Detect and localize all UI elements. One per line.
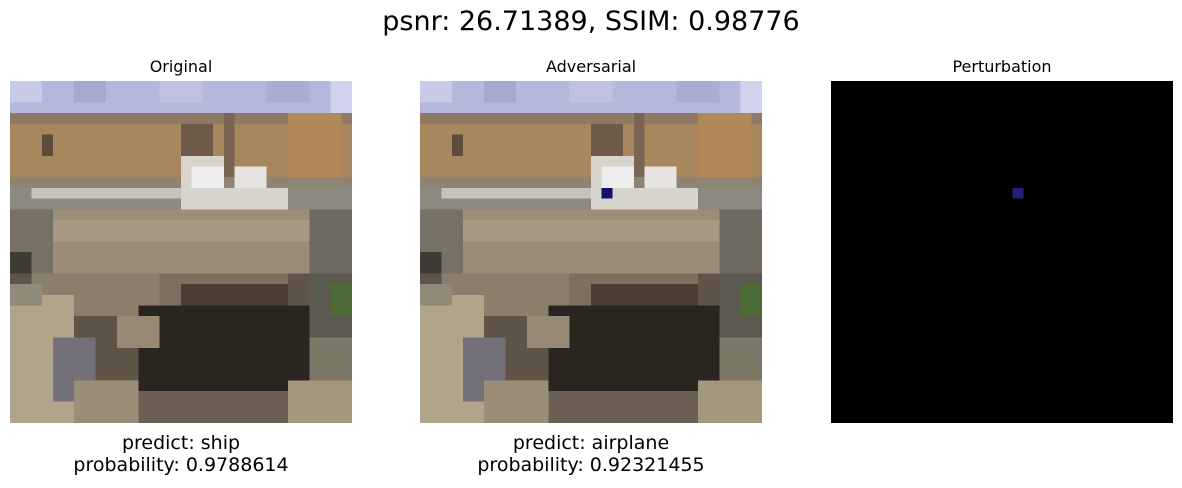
perturbed-pixel: [601, 187, 613, 199]
image-region: [591, 284, 698, 306]
adversarial-image: [420, 81, 762, 423]
image-region: [644, 166, 677, 188]
image-region: [441, 187, 591, 199]
original-prediction: predict: ship: [121, 432, 241, 454]
original-probability: probability: 0.9788614: [73, 454, 289, 476]
panel-title-perturbation: Perturbation: [952, 57, 1052, 76]
image-region: [309, 209, 352, 285]
image-region: [330, 81, 352, 114]
image-region: [484, 81, 517, 103]
image-region: [420, 252, 442, 274]
image-region: [633, 113, 645, 178]
image-region: [740, 81, 762, 114]
original-image: [10, 81, 352, 423]
image-region: [10, 284, 43, 306]
perturbation-image: [831, 81, 1173, 423]
image-region: [548, 390, 720, 423]
image-region: [234, 166, 267, 188]
image-region: [116, 316, 160, 349]
image-region: [181, 284, 288, 306]
adversarial-prediction: predict: airplane: [512, 432, 670, 454]
image-region: [31, 187, 181, 199]
image-region: [287, 113, 342, 178]
image-region: [569, 81, 613, 103]
perturbation-pixel: [1012, 187, 1024, 199]
panel-title-adversarial: Adversarial: [545, 57, 637, 76]
image-region: [10, 113, 352, 124]
image-region: [10, 81, 43, 103]
image-region: [138, 390, 310, 423]
image-region: [266, 81, 310, 103]
image-region: [138, 305, 310, 391]
image-region: [484, 380, 549, 423]
image-region: [309, 337, 352, 381]
image-region: [420, 81, 453, 103]
image-region: [42, 134, 53, 156]
image-region: [420, 284, 453, 306]
image-region: [462, 219, 720, 242]
image-region: [697, 380, 762, 423]
image-region: [591, 187, 698, 210]
image-region: [719, 209, 762, 285]
image-region: [74, 380, 139, 423]
image-region: [676, 81, 720, 103]
image-region: [10, 252, 32, 274]
original-caption: predict: ship probability: 0.9788614: [0, 432, 381, 476]
image-region: [223, 113, 235, 178]
image-region: [740, 284, 762, 317]
image-region: [548, 305, 720, 391]
figure-title: psnr: 26.71389, SSIM: 0.98776: [382, 6, 800, 37]
image-region: [719, 337, 762, 381]
adversarial-caption: predict: airplane probability: 0.9232145…: [391, 432, 791, 476]
boat-scene: [10, 81, 352, 423]
image-region: [287, 380, 352, 423]
image-region: [526, 316, 570, 349]
image-region: [159, 81, 203, 103]
image-region: [452, 134, 463, 156]
image-region: [330, 284, 352, 317]
boat-scene: [420, 81, 762, 423]
adversarial-probability: probability: 0.92321455: [477, 454, 705, 476]
image-region: [420, 113, 762, 124]
image-region: [52, 219, 310, 242]
perturbation-background: [831, 81, 1173, 423]
image-region: [697, 113, 752, 178]
image-region: [74, 81, 107, 103]
image-region: [181, 187, 288, 210]
panel-title-original: Original: [149, 57, 213, 76]
